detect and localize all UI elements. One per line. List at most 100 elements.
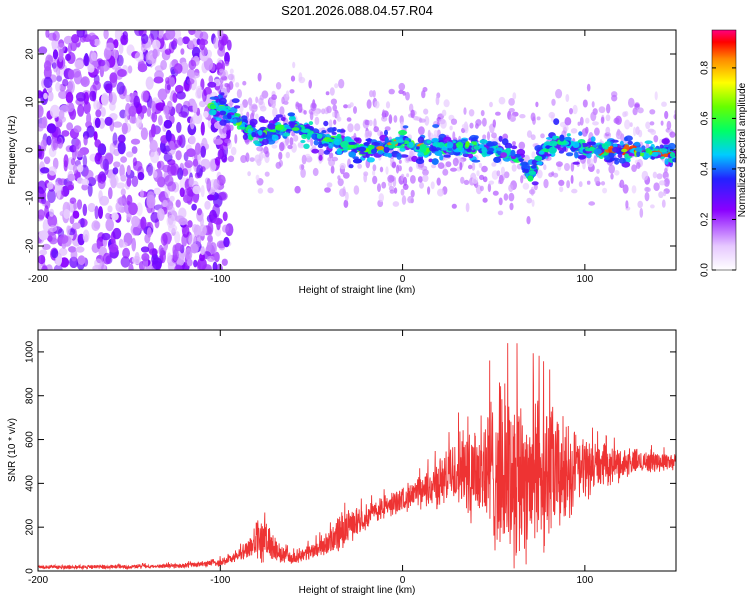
spectrogram-ridge-blob	[301, 133, 308, 140]
spectrogram-noise-blob	[48, 225, 58, 233]
spectrogram-ridge-blob	[371, 148, 377, 154]
spectrogram-ridge-blob	[249, 118, 258, 126]
spectrogram-ridge-blob	[565, 152, 574, 157]
spectrogram-ridge-blob	[478, 144, 485, 149]
spectrogram-halo-blob	[363, 173, 368, 183]
spectrogram-noise-blob	[102, 252, 111, 265]
spectrogram-noise-blob	[140, 105, 148, 114]
snr-y-axis-label: SNR (10 * v/v)	[7, 418, 18, 482]
spectrogram-halo-blob	[310, 102, 317, 112]
spectrogram-noise-blob	[98, 190, 103, 202]
spectrogram-halo-blob	[338, 78, 345, 89]
figure-title: S201.2026.088.04.57.R04	[281, 3, 433, 18]
spectrogram-noise-blob	[174, 242, 183, 252]
spectrogram-noise-blob	[105, 212, 111, 220]
spectrogram-noise-blob	[146, 227, 152, 238]
spectrogram-halo-blob	[605, 126, 611, 134]
spectrogram-halo-blob	[326, 182, 333, 188]
spectrogram-noise-blob	[222, 224, 229, 233]
spectrogram-halo-blob	[555, 88, 563, 99]
spectrogram-halo-blob	[271, 144, 278, 149]
spectrogram-halo-blob	[486, 131, 491, 141]
spectrogram-ridge-blob	[426, 140, 432, 144]
spectrogram-ridge-blob	[395, 139, 404, 143]
spectrogram-noise-blob	[125, 94, 131, 103]
spectrogram-noise-blob	[172, 92, 178, 103]
spectrogram-noise-blob	[204, 143, 210, 150]
spectrogram-halo-blob	[452, 157, 459, 167]
spectrogram-halo-blob	[476, 170, 480, 177]
spectrogram-noise-blob	[124, 110, 129, 124]
spectrogram-ridge-blob	[661, 138, 670, 145]
spectrogram-noise-blob	[177, 37, 184, 46]
spectrogram-noise-blob	[40, 167, 50, 174]
spectrogram-halo-blob	[410, 189, 415, 198]
spectrogram-halo-blob	[308, 79, 313, 89]
spectrogram-halo-blob	[650, 129, 656, 135]
spectrogram-halo-blob	[373, 118, 377, 129]
spectrogram-halo-blob	[653, 135, 659, 143]
spectrogram-noise-blob	[105, 218, 114, 232]
spectrogram-noise-blob	[38, 230, 49, 241]
spectrogram-halo-blob	[570, 162, 575, 172]
spectrogram-halo-blob	[639, 207, 644, 218]
spectrogram-ridge-blob	[627, 140, 633, 145]
spectrogram-halo-blob	[669, 131, 676, 138]
spectrogram-ridge-blob	[366, 157, 375, 163]
spectrogram-noise-blob	[200, 247, 205, 256]
spectrogram-noise-blob	[93, 38, 101, 47]
spectrogram-halo-blob	[255, 113, 259, 120]
spectrogram-halo-blob	[336, 112, 340, 121]
spectrogram-noise-blob	[158, 115, 163, 126]
spectrogram-noise-blob	[214, 156, 221, 166]
spectrogram-halo-blob	[291, 142, 297, 153]
spectrogram-halo-blob	[479, 174, 485, 181]
spectrogram-noise-blob	[196, 234, 202, 248]
spectrogram-ridge-blob	[218, 97, 227, 105]
spectrogram-halo-blob	[582, 99, 588, 108]
spectrogram-ridge-blob	[371, 142, 380, 146]
spectrogram-ridge-blob	[437, 142, 445, 148]
spectrogram-noise-blob	[178, 111, 188, 118]
spectrogram-noise-blob	[150, 123, 156, 138]
spectrogram-ridge-blob	[663, 153, 669, 158]
spectrogram-halo-blob	[637, 107, 644, 114]
spectrogram-ridge-blob	[253, 140, 260, 145]
spectrogram-halo-blob	[661, 199, 666, 208]
spectrogram-noise-blob	[131, 146, 138, 154]
spectrogram-noise-blob	[128, 263, 134, 270]
spectrogram-noise-blob	[41, 243, 51, 250]
spectrogram-ridge-blob	[348, 164, 354, 169]
spectrogram-ridge-blob	[441, 146, 448, 151]
spectrogram-ridge-blob	[290, 115, 296, 120]
spectrogram-noise-blob	[190, 243, 199, 254]
spectrogram-noise-blob	[140, 246, 150, 253]
spectrogram-ridge-blob	[353, 158, 362, 164]
spectrogram-halo-blob	[487, 183, 492, 193]
spectrogram-noise-blob	[128, 202, 138, 216]
spectrogram-halo-blob	[312, 167, 319, 177]
spectrogram-ridge-blob	[548, 146, 557, 154]
spectrogram-halo-blob	[565, 94, 570, 102]
colorbar-label: Normalized spectral amplitude	[737, 82, 748, 217]
spectrogram-noise-blob	[221, 258, 228, 266]
spectrogram-ridge-blob	[521, 164, 528, 169]
spectrogram-noise-blob	[199, 216, 204, 227]
spectrogram-noise-blob	[109, 174, 119, 186]
spectrogram-ridge-blob	[636, 151, 641, 157]
spectrogram-noise-blob	[51, 249, 59, 259]
spectrogram-halo-blob	[543, 178, 549, 189]
spectrogram-noise-blob	[73, 125, 82, 133]
spectrogram-ridge-blob	[614, 159, 620, 165]
colorbar-tick-label: 0.6	[700, 111, 711, 125]
spectrogram-noise-blob	[141, 33, 149, 44]
colorbar-tick-label: 0.4	[700, 162, 711, 176]
spectrogram-halo-blob	[257, 188, 264, 194]
spectrogram-noise-blob	[134, 251, 140, 264]
spectrogram-halo-blob	[408, 166, 413, 173]
spectrogram-halo-blob	[298, 76, 306, 84]
spectrogram-halo-blob	[218, 68, 225, 73]
spectrogram-noise-blob	[132, 226, 141, 236]
spectrogram-halo-blob	[498, 96, 506, 105]
